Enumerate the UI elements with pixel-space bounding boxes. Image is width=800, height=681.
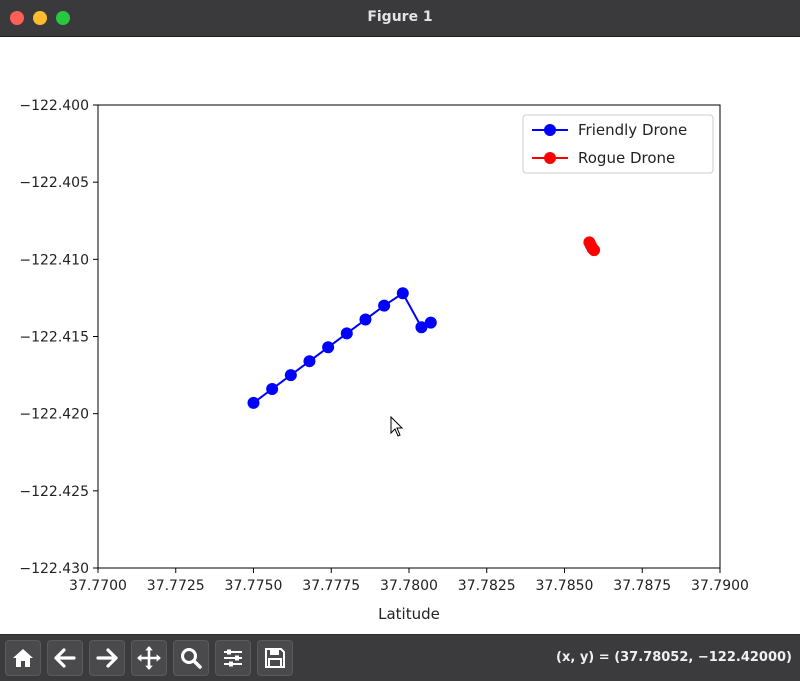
x-tick-label: 37.7875 — [613, 578, 671, 594]
mouse-cursor-icon — [390, 415, 404, 437]
y-axis: −122.400 −122.405 −122.410 −122.415 −122.420… — [19, 98, 98, 577]
friendly-drone-point — [424, 316, 437, 329]
configure-subplots-icon — [224, 649, 242, 667]
friendly-drone-point — [303, 355, 316, 368]
back-arrow-icon — [54, 648, 76, 668]
forward-arrow-icon — [96, 648, 118, 668]
home-button[interactable] — [5, 640, 41, 676]
friendly-drone-point — [284, 369, 297, 382]
plot-area — [97, 104, 721, 569]
zoom-button[interactable] — [173, 640, 209, 676]
zoom-icon — [181, 648, 202, 669]
x-tick-label: 37.7700 — [69, 578, 127, 594]
maximize-window-button[interactable] — [56, 11, 70, 25]
friendly-drone-point — [359, 313, 372, 326]
friendly-drone-point — [378, 299, 391, 312]
legend-box — [522, 114, 714, 174]
friendly-drone-point — [415, 321, 428, 334]
minimize-window-button[interactable] — [33, 11, 47, 25]
x-tick-label: 37.7800 — [380, 578, 438, 594]
x-tick-label: 37.7850 — [536, 578, 594, 594]
close-window-button[interactable] — [10, 11, 24, 25]
x-axis-label: Latitude — [378, 605, 440, 623]
x-tick-label: 37.7900 — [691, 578, 749, 594]
legend-label-friendly: Friendly Drone — [578, 121, 687, 139]
y-tick-label: −122.405 — [19, 175, 89, 191]
x-tick-label: 37.7825 — [458, 578, 516, 594]
friendly-drone-point — [340, 327, 353, 340]
friendly-drone-point — [396, 287, 409, 300]
y-tick-label: −122.415 — [19, 330, 89, 346]
friendly-drone-point — [247, 396, 260, 409]
y-tick-label: −122.400 — [19, 98, 89, 114]
configure-subplots-button[interactable] — [215, 640, 251, 676]
window-title: Figure 1 — [367, 9, 433, 25]
rogue-drone-point — [588, 244, 601, 257]
x-tick-label: 37.7750 — [225, 578, 283, 594]
chart: 37.7700 37.7725 37.7750 37.7775 37.7800 37.78… — [19, 98, 749, 623]
pan-button[interactable] — [131, 640, 167, 676]
x-tick-label: 37.7775 — [302, 578, 360, 594]
friendly-drone-point — [322, 341, 335, 354]
legend-marker-friendly — [544, 124, 556, 136]
y-tick-label: −122.425 — [19, 484, 89, 500]
cursor-coordinates: (x, y) = (37.78052, −122.42000) — [556, 650, 792, 665]
home-icon — [13, 649, 33, 667]
window-titlebar: Figure 1 — [0, 0, 800, 37]
figure-canvas[interactable]: 37.7700 37.7725 37.7750 37.7775 37.7800 37.78… — [0, 37, 800, 634]
x-axis: 37.7700 37.7725 37.7750 37.7775 37.7800 37.78… — [69, 568, 749, 594]
legend: Friendly Drone Rogue Drone — [522, 114, 714, 174]
back-button[interactable] — [47, 640, 83, 676]
save-icon — [265, 648, 285, 668]
y-tick-label: −122.410 — [19, 252, 89, 268]
save-button[interactable] — [257, 640, 293, 676]
legend-label-rogue: Rogue Drone — [578, 149, 675, 167]
legend-marker-rogue — [544, 152, 556, 164]
navigation-toolbar: (x, y) = (37.78052, −122.42000) — [0, 634, 800, 681]
friendly-drone-point — [266, 382, 279, 395]
pan-icon — [137, 646, 161, 670]
series-group — [247, 236, 601, 409]
y-tick-label: −122.420 — [19, 407, 89, 423]
forward-button[interactable] — [89, 640, 125, 676]
y-tick-label: −122.430 — [19, 561, 89, 577]
x-tick-label: 37.7725 — [147, 578, 205, 594]
